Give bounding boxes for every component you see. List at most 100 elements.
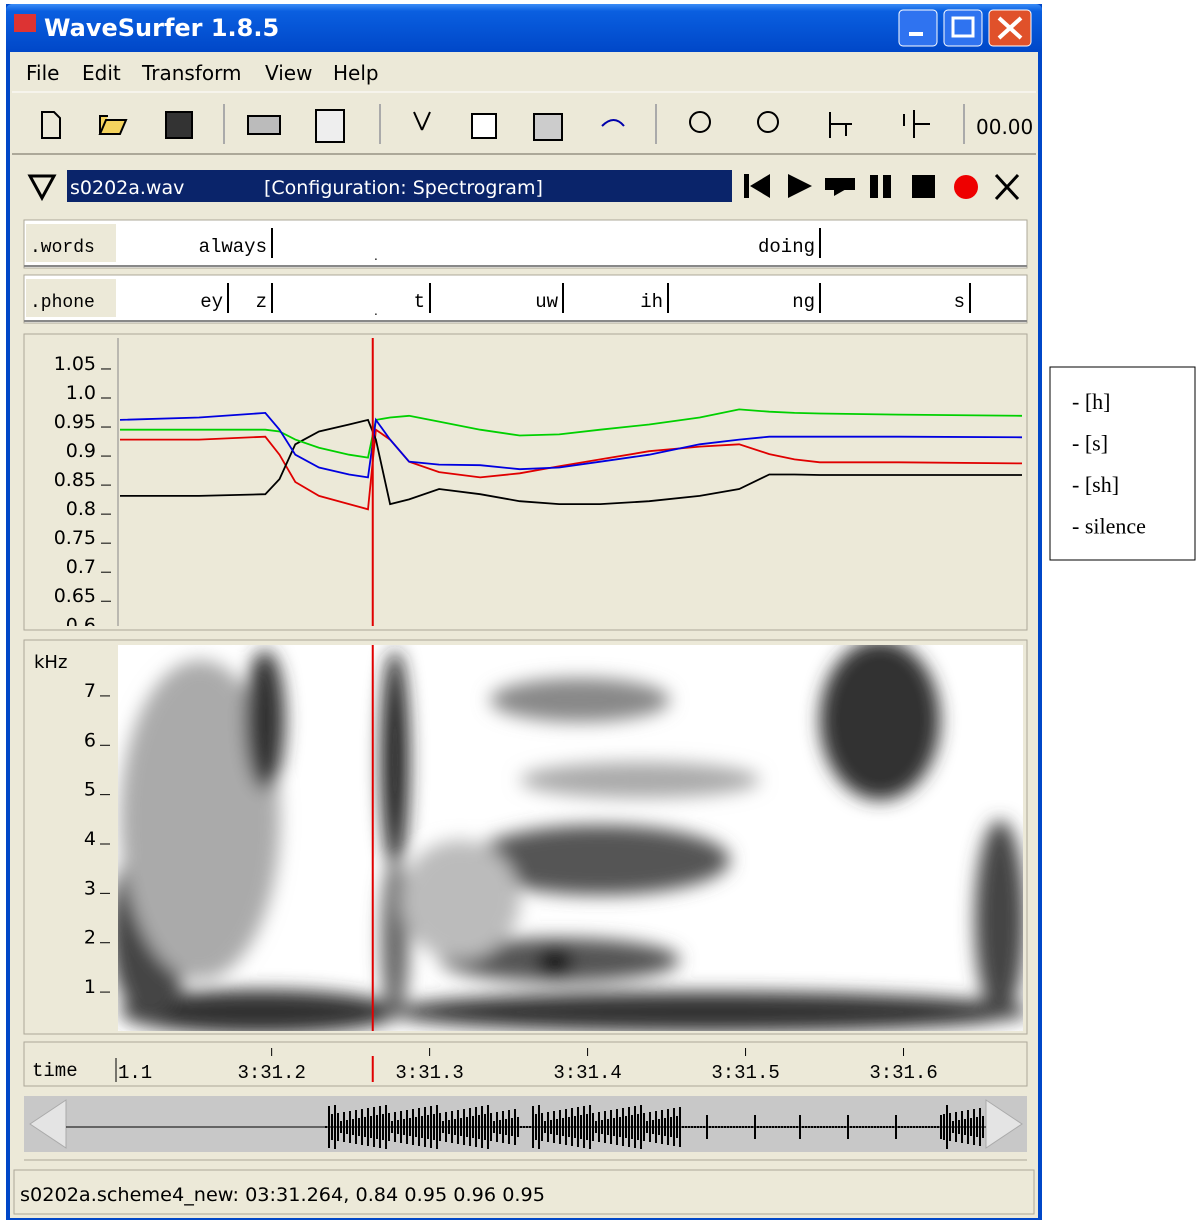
tier-label[interactable]: doing	[758, 236, 815, 258]
tier-label[interactable]: uw	[535, 291, 558, 313]
tier-label[interactable]: always	[199, 236, 267, 258]
rewind-button[interactable]	[744, 174, 770, 198]
waveform-bar	[601, 1120, 603, 1134]
properties-button[interactable]	[315, 109, 345, 143]
tier-label[interactable]: t	[414, 291, 425, 313]
menu-item[interactable]: Help	[333, 61, 379, 85]
tier-label[interactable]: ih	[640, 291, 663, 313]
waveform-bar	[430, 1106, 432, 1148]
menu-item[interactable]: Edit	[82, 61, 121, 85]
tier-label[interactable]: z	[256, 291, 267, 313]
cut-button[interactable]	[413, 111, 431, 131]
open-button[interactable]	[98, 115, 128, 135]
waveform-bar	[409, 1118, 411, 1136]
tier-label[interactable]: ey	[200, 291, 223, 313]
waveform-bar	[721, 1126, 723, 1128]
time-ruler-label: time	[32, 1060, 78, 1082]
waveform-bar	[604, 1111, 606, 1143]
play-button[interactable]	[788, 174, 812, 198]
waveform-bar	[709, 1126, 711, 1128]
waveform-bar	[904, 1126, 906, 1128]
waveform-bar	[796, 1126, 798, 1128]
waveform-bar	[832, 1126, 834, 1128]
menu-item[interactable]: View	[265, 61, 312, 85]
waveform-bar	[598, 1112, 600, 1142]
series-line	[120, 408, 1023, 459]
waveform-bar	[778, 1126, 780, 1128]
chart: 1.05 1.0 0.95 0.9 0.85 0.8 0.75 0.7 0.65 0.6	[54, 353, 1023, 636]
waveform-bar	[364, 1117, 366, 1137]
zoom-in-button[interactable]	[689, 111, 711, 133]
waveform-bar	[898, 1126, 900, 1128]
scroll-left[interactable]	[29, 1099, 67, 1149]
waveform-bar	[541, 1113, 543, 1141]
sound-configuration: [Configuration: Spectrogram]	[264, 177, 543, 199]
y-tick-label: 0.6	[66, 614, 96, 636]
record-button[interactable]	[954, 175, 978, 199]
tier-name-box	[26, 224, 116, 262]
tier-dot: .	[374, 304, 378, 318]
legend-entries: - [h] - [s] - [sh] - silence	[1072, 389, 1146, 539]
waveform-bar	[370, 1116, 372, 1138]
waveform-bar	[946, 1105, 948, 1149]
copy-button[interactable]	[471, 113, 497, 139]
zoom-sel-button[interactable]	[903, 110, 930, 138]
waveform-bar	[775, 1126, 777, 1128]
waveform-bar	[334, 1105, 336, 1149]
paste-button[interactable]	[533, 113, 563, 141]
waveform-bar	[595, 1121, 597, 1133]
zoom-out-button[interactable]	[757, 111, 779, 133]
waveform-bar	[616, 1109, 618, 1145]
play-loop-button[interactable]	[825, 178, 855, 196]
waveform-bar	[415, 1117, 417, 1137]
waveform-bar	[691, 1126, 693, 1128]
waveform-bar	[544, 1121, 546, 1133]
zoom-fit-button[interactable]	[829, 112, 852, 138]
waveform-bar	[802, 1126, 804, 1128]
tier-label[interactable]: ng	[792, 291, 815, 313]
waveform-bar	[667, 1109, 669, 1145]
waveform-bar	[496, 1112, 498, 1142]
waveform-bar	[346, 1120, 348, 1134]
undo-button[interactable]	[601, 119, 625, 127]
waveform-bar	[676, 1116, 678, 1138]
sound-title-field	[67, 170, 732, 202]
waveform-bar	[739, 1126, 741, 1128]
maximize-button[interactable]	[943, 9, 983, 47]
new-button[interactable]	[41, 111, 61, 139]
waveform-bar	[964, 1119, 966, 1135]
minimize-icon	[909, 32, 923, 36]
waveform-bar	[478, 1115, 480, 1139]
tier-dot: .	[374, 249, 378, 263]
menu-item[interactable]: Transform	[141, 61, 241, 85]
waveform-bar	[772, 1126, 774, 1128]
menu-bar: File Edit Transform View Help	[26, 61, 379, 85]
pause-button[interactable]	[870, 175, 878, 198]
waveform-bar	[652, 1120, 654, 1134]
waveform-bar	[460, 1118, 462, 1136]
waveform-bar	[553, 1111, 555, 1143]
waveform-bar	[787, 1126, 789, 1128]
waveform-bar	[454, 1119, 456, 1135]
waveform-bar	[340, 1121, 342, 1133]
waveform-bar	[958, 1120, 960, 1134]
scroll-right[interactable]	[985, 1099, 1023, 1149]
tier-label[interactable]: s	[954, 291, 965, 313]
waveform-bar	[649, 1112, 651, 1142]
print-button[interactable]	[247, 115, 281, 135]
overview-scrollbar[interactable]	[24, 1096, 1027, 1152]
legend-entry: - [h]	[1072, 389, 1110, 414]
close-sound-button[interactable]	[994, 173, 1020, 201]
minimize-button[interactable]	[898, 9, 938, 47]
waveform-bar	[811, 1126, 813, 1128]
waveform-bar	[520, 1126, 522, 1128]
stop-button[interactable]	[912, 175, 935, 198]
waveform-bar	[685, 1126, 687, 1128]
y-tick-label: 6	[84, 729, 96, 751]
collapse-button[interactable]	[27, 174, 57, 202]
save-button[interactable]	[165, 111, 193, 139]
waveform-bar	[574, 1116, 576, 1138]
waveform-bar	[754, 1115, 756, 1139]
menu-item[interactable]: File	[26, 61, 59, 85]
waveform-bar	[376, 1115, 378, 1139]
